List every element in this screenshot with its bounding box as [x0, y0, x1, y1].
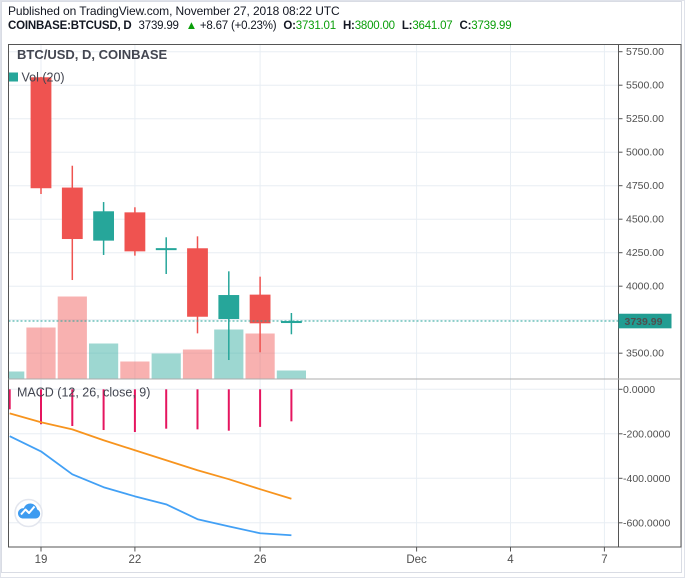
volume-bar[interactable]: [120, 361, 150, 379]
price-tick-label: 5250.00: [626, 113, 664, 125]
time-tick-label: Dec: [406, 554, 427, 566]
close-label: C:: [459, 20, 472, 32]
macd-legend[interactable]: MACD (12, 26, close, 9): [17, 386, 150, 400]
volume-bar[interactable]: [26, 327, 56, 379]
candle-body: [155, 248, 177, 251]
price-axis[interactable]: 5750.00 5500.00 5250.00 5000.00 4750.00 4500.…: [618, 46, 665, 360]
chart-frame: [8, 44, 682, 548]
macd-tick-label: -400.0000: [623, 473, 670, 485]
price-change: +8.67 (+0.23%): [199, 20, 277, 32]
macd-tick-label: 0.0000: [623, 384, 655, 396]
volume-legend-swatch-icon: [9, 72, 18, 82]
price-tick-label: 5500.00: [626, 80, 664, 92]
close-value: 3739.99: [471, 20, 512, 32]
candle-body: [218, 295, 240, 320]
time-tick-label: 4: [507, 554, 514, 566]
price-tick-label: 5000.00: [626, 147, 664, 159]
volume-bar[interactable]: [182, 349, 213, 379]
candle[interactable]: [281, 312, 302, 335]
candle[interactable]: [61, 165, 83, 281]
low-value: 3641.07: [412, 20, 453, 32]
chart-title: BTC/USD, D, COINBASE: [17, 47, 168, 62]
symbol-info-line: COINBASE:BTCUSD, D 3739.99 ▲ +8.67 (+0.2…: [8, 20, 515, 32]
candle-body: [187, 248, 208, 317]
high-value: 3800.00: [354, 20, 395, 32]
time-axis[interactable]: 19 22 26 Dec 4 7: [35, 547, 608, 566]
volume-bar[interactable]: [8, 371, 25, 379]
macd-axis[interactable]: 0.0000 -200.0000 -400.0000 -600.0000: [618, 384, 671, 530]
candle[interactable]: [124, 207, 146, 256]
candle[interactable]: [249, 276, 271, 353]
candle-body: [124, 212, 146, 252]
zigzag-line-icon: [20, 505, 36, 516]
time-tick-label: 7: [601, 554, 607, 566]
price-tick-label: 4750.00: [626, 180, 664, 192]
macd-pane[interactable]: [8, 389, 293, 537]
macd-signal-line[interactable]: [9, 412, 292, 500]
candle-body: [281, 321, 302, 324]
price-tick-label: 4250.00: [626, 247, 664, 259]
price-tick-label: 3500.00: [626, 348, 664, 360]
time-tick-label: 22: [129, 554, 142, 566]
published-line: Published on TradingView.com, November 2…: [8, 4, 340, 18]
candle-body: [30, 77, 52, 189]
volume-bar[interactable]: [89, 343, 119, 379]
volume-bar[interactable]: [276, 370, 306, 379]
low-label: L:: [401, 20, 413, 32]
candle[interactable]: [155, 237, 177, 274]
candle[interactable]: [30, 76, 52, 195]
current-price-badge: [618, 313, 672, 329]
high-label: H:: [342, 20, 355, 32]
volume-legend[interactable]: Vol (20): [22, 71, 65, 85]
time-tick-label: 26: [254, 554, 267, 566]
up-arrow-icon: ▲: [185, 20, 197, 32]
symbol-name: COINBASE:BTCUSD, D: [8, 20, 132, 32]
time-tick-label: 19: [35, 554, 48, 566]
macd-tick-label: -200.0000: [623, 428, 670, 440]
open-label: O:: [283, 20, 296, 32]
volume-bar[interactable]: [151, 353, 181, 379]
volume-bar[interactable]: [57, 296, 87, 379]
price-pane[interactable]: [30, 76, 302, 361]
tradingview-logo[interactable]: [14, 498, 43, 528]
candle-body: [61, 187, 83, 240]
macd-tick-label: -600.0000: [623, 517, 670, 529]
current-price-badge-text: 3739.99: [625, 316, 663, 328]
candle[interactable]: [187, 236, 208, 334]
price-tick-label: 5750.00: [626, 46, 664, 58]
macd-line[interactable]: [9, 435, 292, 537]
open-value: 3731.01: [295, 20, 336, 32]
candle[interactable]: [218, 271, 240, 361]
candle[interactable]: [93, 202, 114, 255]
candle-body: [93, 211, 114, 241]
last-price: 3739.99: [138, 20, 179, 32]
price-tick-label: 4500.00: [626, 214, 664, 226]
candle-body: [249, 294, 271, 324]
price-tick-label: 4000.00: [626, 281, 664, 293]
